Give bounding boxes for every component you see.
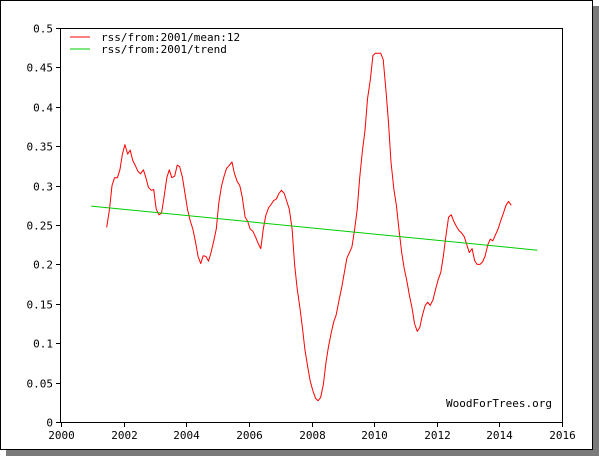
y-tick-label: 0.2 xyxy=(33,259,53,272)
y-axis: 0 0.05 0.1 0.15 0.2 0.25 0.3 0.35 0.4 0.45 0.5 xyxy=(27,23,61,430)
plot-area xyxy=(60,28,563,423)
series-line-trend xyxy=(91,205,538,251)
legend-label-mean: rss/from:2001/mean:12 xyxy=(101,31,240,44)
y-tick-label: 0.15 xyxy=(27,299,54,312)
x-tick-label: 2016 xyxy=(549,429,576,442)
x-tick-label: 2002 xyxy=(111,429,138,442)
y-tick-label: 0.35 xyxy=(27,141,54,154)
y-tick-label: 0.25 xyxy=(27,220,54,233)
watermark: WoodForTrees.org xyxy=(446,397,552,410)
y-tick-label: 0.45 xyxy=(27,62,54,75)
x-axis: 2000 2002 2004 2006 2008 2010 2012 2014 2016 xyxy=(48,422,576,442)
y-tick-label: 0.05 xyxy=(27,378,54,391)
outer-shadow-right xyxy=(593,6,599,456)
series-line-mean xyxy=(106,52,512,402)
x-tick-label: 2006 xyxy=(236,429,263,442)
y-tick-label: 0 xyxy=(46,417,53,430)
y-tick-label: 0.4 xyxy=(33,102,53,115)
y-tick-label: 0.3 xyxy=(33,181,53,194)
y-tick-label: 0.1 xyxy=(33,338,53,351)
x-tick-label: 2008 xyxy=(299,429,326,442)
series-layer xyxy=(91,52,538,402)
legend-label-trend: rss/from:2001/trend xyxy=(101,43,227,56)
y-tick-label: 0.5 xyxy=(33,23,53,36)
x-tick-label: 2014 xyxy=(486,429,513,442)
x-tick-label: 2010 xyxy=(361,429,388,442)
outer-border xyxy=(0,0,593,450)
x-tick-label: 2012 xyxy=(424,429,451,442)
x-tick-label: 2000 xyxy=(48,429,75,442)
legend: rss/from:2001/mean:12 rss/from:2001/tren… xyxy=(70,31,240,56)
x-tick-label: 2004 xyxy=(173,429,200,442)
outer-shadow-bottom xyxy=(6,450,599,456)
